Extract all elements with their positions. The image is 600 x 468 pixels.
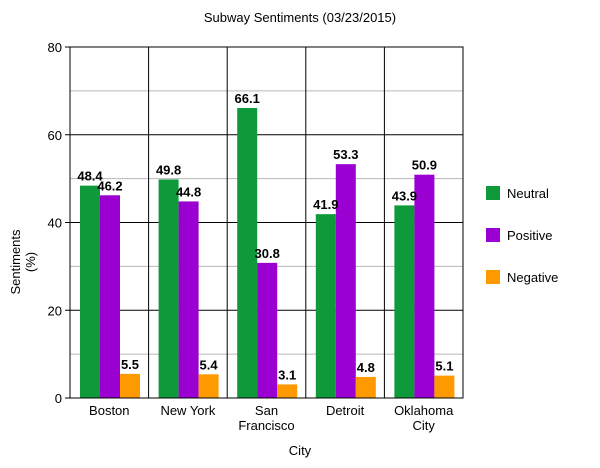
data-labels: 48.4 49.8 66.1 41.9 43.9 46.2 44.8 30.8 53.3 50.9… bbox=[77, 91, 453, 382]
y-axis-title: Sentiments (%) bbox=[8, 229, 38, 295]
bar-positive-1 bbox=[178, 201, 199, 398]
x-tick-label-0: Boston bbox=[89, 403, 129, 418]
data-label-neutral-0: 48.4 bbox=[77, 169, 103, 184]
data-label-positive-1: 44.8 bbox=[176, 184, 201, 199]
bar-neutral-2 bbox=[237, 107, 258, 398]
data-label-neutral-1: 49.8 bbox=[156, 163, 181, 178]
bar-positive-2 bbox=[257, 262, 278, 398]
bar-neutral-0 bbox=[80, 185, 100, 398]
x-tick-label-2-line-0: San bbox=[255, 403, 278, 418]
bar-neutral-1 bbox=[158, 179, 179, 398]
bar-positive-3 bbox=[335, 164, 356, 398]
bar-negative-1 bbox=[198, 374, 219, 398]
legend-swatch-neutral bbox=[486, 186, 500, 200]
y-tick-label-3: 60 bbox=[48, 128, 62, 143]
x-tick-label-4: Oklahoma City bbox=[394, 403, 454, 433]
bar-positive-4 bbox=[414, 174, 435, 398]
y-axis-title-line-2: (%) bbox=[23, 252, 38, 272]
legend-label-negative: Negative bbox=[507, 270, 558, 285]
data-label-neutral-4: 43.9 bbox=[392, 188, 417, 203]
legend-label-positive: Positive bbox=[507, 228, 553, 243]
x-tick-label-4-line-1: City bbox=[413, 418, 436, 433]
bar-negative-2 bbox=[277, 384, 298, 398]
x-tick-label-1: New York bbox=[160, 403, 215, 418]
data-label-positive-3: 53.3 bbox=[333, 147, 358, 162]
data-label-positive-0: 46.2 bbox=[97, 178, 122, 193]
x-axis-title: City bbox=[289, 443, 312, 458]
data-label-negative-1: 5.4 bbox=[200, 357, 219, 372]
bar-negative-3 bbox=[355, 376, 376, 398]
x-tick-label-0-line-0: Boston bbox=[89, 403, 129, 418]
y-tick-label-4: 80 bbox=[48, 40, 62, 55]
x-tick-label-2-line-1: Francisco bbox=[238, 418, 294, 433]
bar-positive-0 bbox=[100, 195, 120, 398]
bar-neutral-3 bbox=[315, 214, 336, 398]
data-label-positive-2: 30.8 bbox=[255, 246, 280, 261]
bar-negative-4 bbox=[434, 375, 455, 398]
x-tick-label-3: Detroit bbox=[326, 403, 365, 418]
legend: Neutral Positive Negative bbox=[486, 186, 558, 285]
legend-label-neutral: Neutral bbox=[507, 186, 549, 201]
tick-labels: 0 20 40 60 80 Boston New York San Francisco Detro… bbox=[48, 40, 455, 433]
data-label-neutral-3: 41.9 bbox=[313, 197, 338, 212]
data-label-negative-4: 5.1 bbox=[435, 359, 453, 374]
y-tick-label-2: 40 bbox=[48, 216, 62, 231]
legend-swatch-negative bbox=[486, 270, 500, 284]
chart-title: Subway Sentiments (03/23/2015) bbox=[204, 10, 396, 25]
x-tick-label-3-line-0: Detroit bbox=[326, 403, 365, 418]
y-axis-title-line-1: Sentiments bbox=[8, 229, 23, 295]
x-tick-label-2: San Francisco bbox=[238, 403, 294, 433]
data-label-positive-4: 50.9 bbox=[412, 158, 437, 173]
x-tick-label-1-line-0: New York bbox=[160, 403, 215, 418]
x-tick-label-4-line-0: Oklahoma bbox=[394, 403, 454, 418]
bar-neutral-4 bbox=[394, 205, 415, 398]
bars bbox=[80, 107, 455, 398]
data-label-negative-0: 5.5 bbox=[121, 357, 139, 372]
data-label-negative-3: 4.8 bbox=[357, 360, 375, 375]
bar-negative-0 bbox=[120, 373, 140, 398]
data-label-neutral-2: 66.1 bbox=[235, 91, 260, 106]
data-label-negative-2: 3.1 bbox=[278, 367, 296, 382]
y-tick-label-1: 20 bbox=[48, 303, 62, 318]
y-tick-label-0: 0 bbox=[55, 391, 62, 406]
legend-swatch-positive bbox=[486, 228, 500, 242]
